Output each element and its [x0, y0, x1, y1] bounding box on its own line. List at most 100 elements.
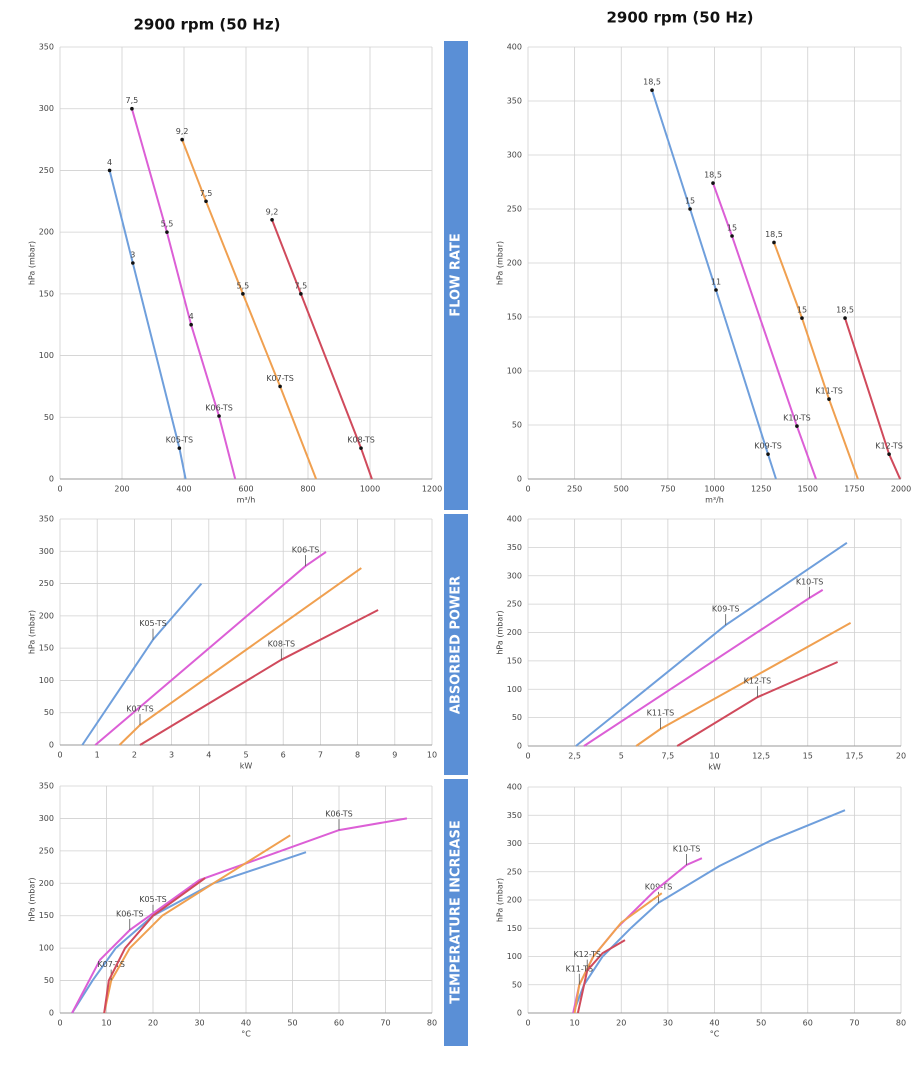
series-line [575, 541, 848, 747]
point-label: 18,5 [836, 306, 854, 315]
y-tick-label: 350 [507, 543, 522, 552]
point [165, 230, 169, 234]
y-tick-label: 400 [507, 515, 522, 524]
x-tick-label: 1250 [751, 485, 771, 494]
y-tick-label: 200 [39, 879, 54, 888]
point-label: 11 [711, 278, 721, 287]
x-tick-label: 1500 [798, 485, 818, 494]
point-label: K11-TS [815, 387, 843, 396]
x-tick-label: 1 [95, 751, 100, 760]
series-line [572, 809, 846, 1014]
y-tick-label: 50 [512, 980, 522, 989]
y-tick-label: 250 [39, 166, 54, 175]
x-axis-label: kW [240, 762, 253, 771]
y-tick-label: 350 [39, 782, 54, 791]
point [772, 240, 776, 245]
series-line [139, 609, 379, 746]
x-tick-label: 0 [57, 485, 62, 494]
x-tick-label: 70 [380, 1019, 390, 1028]
x-tick-label: 500 [614, 485, 629, 494]
point-label: 18,5 [704, 171, 722, 180]
point-label: 7,5 [126, 96, 139, 105]
y-tick-label: 150 [507, 656, 522, 665]
y-tick-label: 150 [39, 644, 54, 653]
point [795, 424, 799, 428]
series-line [118, 567, 362, 746]
point-label: 7,5 [295, 281, 308, 290]
y-axis-label: hPa (mbar) [496, 241, 505, 285]
x-tick-label: 1750 [844, 485, 864, 494]
y-tick-label: 350 [507, 811, 522, 820]
y-tick-label: 50 [512, 421, 522, 430]
point-label: K09-TS [754, 442, 782, 451]
point [688, 207, 692, 211]
x-tick-label: 60 [803, 1019, 813, 1028]
y-tick-label: 250 [507, 205, 522, 214]
series-line [572, 857, 703, 1014]
series-line [773, 242, 859, 480]
series-line [573, 892, 663, 1014]
y-tick-label: 50 [512, 713, 522, 722]
x-tick-label: 20 [148, 1019, 158, 1028]
x-tick-label: 10 [570, 1019, 580, 1028]
point [278, 384, 282, 389]
y-tick-label: 150 [39, 911, 54, 920]
point-label: K07-TS [97, 960, 125, 969]
point [827, 397, 831, 401]
x-tick-label: 50 [756, 1019, 766, 1028]
point [800, 316, 804, 320]
y-tick-label: 100 [39, 944, 54, 953]
x-tick-label: 7,5 [662, 752, 675, 761]
x-tick-label: 9 [392, 751, 397, 760]
x-tick-label: 0 [525, 485, 530, 494]
x-tick-label: 0 [525, 752, 530, 761]
point-label: K11-TS [566, 964, 594, 973]
y-tick-label: 350 [39, 43, 54, 52]
point-label: 18,5 [643, 78, 661, 87]
point-label: 3 [130, 251, 135, 260]
series-line [271, 219, 373, 480]
point [107, 168, 112, 173]
x-tick-label: 10 [709, 752, 719, 761]
point [241, 292, 245, 296]
point-label: K10-TS [673, 844, 701, 853]
x-tick-label: 3 [169, 751, 174, 760]
point-label: K06-TS [292, 546, 320, 555]
x-tick-label: 10 [101, 1019, 111, 1028]
section-label: TEMPERATURE INCREASE [449, 820, 464, 1003]
x-tick-label: 400 [176, 485, 191, 494]
point [299, 292, 303, 296]
x-tick-label: 2 [132, 751, 137, 760]
x-tick-label: 0 [57, 1019, 62, 1028]
point [650, 88, 654, 92]
point [766, 452, 770, 456]
point-label: K05-TS [139, 619, 167, 628]
y-axis-label: hPa (mbar) [496, 878, 505, 922]
x-tick-label: 20 [616, 1019, 626, 1028]
y-tick-label: 350 [507, 97, 522, 106]
y-tick-label: 150 [507, 924, 522, 933]
y-tick-label: 50 [44, 708, 54, 717]
point-label: 15 [727, 224, 737, 233]
point-label: 15 [797, 306, 807, 315]
y-tick-label: 100 [39, 676, 54, 685]
point-label: K12-TS [573, 950, 601, 959]
point-label: 7,5 [200, 189, 213, 198]
point [843, 316, 847, 320]
y-tick-label: 100 [507, 685, 522, 694]
x-tick-label: 10 [427, 751, 437, 760]
x-axis-label: °C [710, 1030, 720, 1039]
x-tick-label: 70 [849, 1019, 859, 1028]
y-tick-label: 300 [507, 839, 522, 848]
x-tick-label: 1000 [360, 485, 380, 494]
y-tick-label: 250 [507, 867, 522, 876]
header: 2900 rpm (50 Hz) [133, 16, 280, 34]
y-tick-label: 400 [507, 783, 522, 792]
point-label: 18,5 [765, 230, 783, 239]
x-axis-label: m³/h [705, 496, 724, 505]
point [180, 137, 184, 142]
y-tick-label: 150 [39, 289, 54, 298]
point-label: 5,5 [161, 220, 174, 229]
y-tick-label: 0 [517, 1009, 522, 1018]
x-tick-label: 80 [896, 1019, 906, 1028]
